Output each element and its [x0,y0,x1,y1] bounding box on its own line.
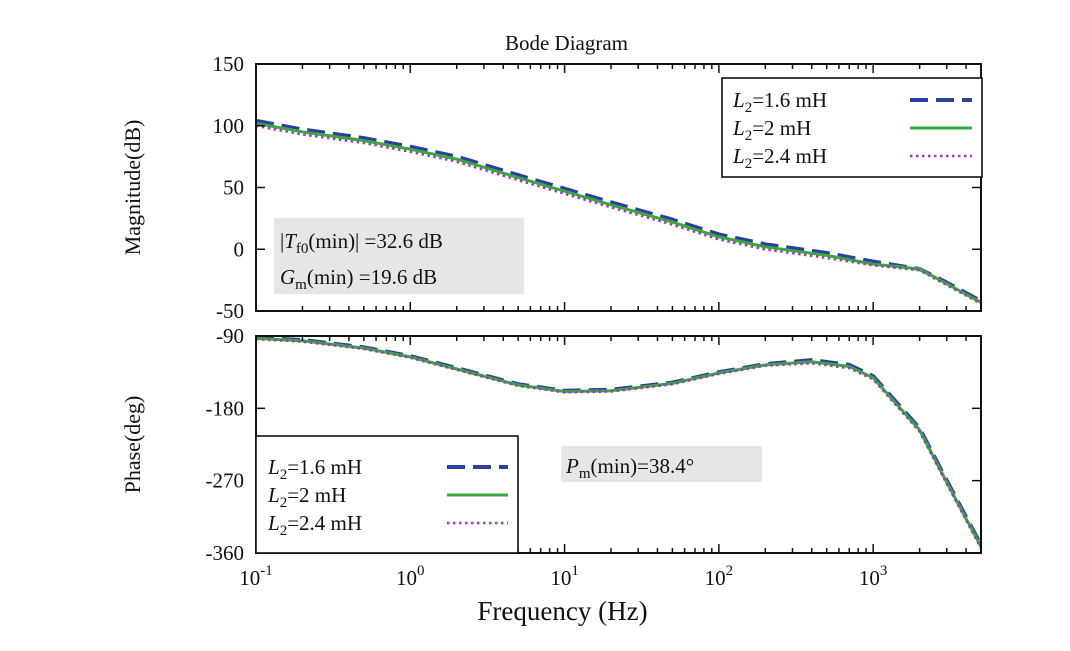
x-tick-base: 10 [396,566,417,590]
math-variable: L [267,483,280,507]
math-rest: =1.6 mH [752,88,827,112]
annotation-box [561,446,762,482]
gain-margin-annotation: |Tf0(min)| =32.6 dB Gm(min) =19.6 dB [274,218,524,294]
math-rest: =2.4 mH [287,511,362,535]
phase-legend-label-2: L2=2 mH [267,483,346,511]
math-rest: (min)| =32.6 dB [308,229,442,253]
math-subscript: 2 [280,523,288,539]
x-tick-exponent: 3 [880,563,888,579]
x-axis-title: Frequency (Hz) [477,596,647,626]
annotation-line-1: Pm(min)=38.4° [565,454,694,482]
math-variable: L [732,88,745,112]
mag-y-tick-label: 0 [234,237,245,261]
mag-legend-label-2: L2=2 mH [732,116,811,144]
math-variable: G [280,265,295,289]
annotation-line-1: |Tf0(min)| =32.6 dB [280,229,443,257]
mag-series-line-2 [255,121,982,304]
math-rest: (min) =19.6 dB [307,265,437,289]
mag-legend-label-3: L2=2.4 mH [732,144,827,172]
mag-y-tick-label: 100 [213,114,245,138]
phase-y-tick-label: -180 [206,396,245,420]
phase-legend-label-3: L2=2.4 mH [267,511,362,539]
x-tick-label: 100 [396,563,425,590]
phase-y-axis-title: Phase(deg) [120,396,145,494]
math-rest: (min)=38.4° [591,454,695,478]
math-subscript: f0 [296,241,309,257]
x-tick-base: 10 [859,566,880,590]
x-tick-label: 102 [705,563,734,590]
x-tick-exponent: 1 [571,563,579,579]
math-subscript: m [579,466,591,482]
annotation-prefix: | [280,229,284,253]
math-subscript: 2 [745,156,753,172]
chart-title: Bode Diagram [505,31,628,55]
x-tick-exponent: -1 [260,563,273,579]
mag-y-tick-label: 50 [223,176,244,200]
phase-margin-annotation: Pm(min)=38.4° [561,446,762,482]
phase-y-tick-label: -270 [206,469,245,493]
math-variable: L [732,116,745,140]
annotation-box [274,218,524,294]
math-variable: L [732,144,745,168]
mag-y-axis-title: Magnitude(dB) [120,120,145,256]
mag-series-line-3 [255,124,982,305]
x-tick-base: 10 [239,566,260,590]
math-variable: T [284,229,297,253]
x-tick-exponent: 2 [726,563,734,579]
x-tick-label: 101 [550,563,579,590]
x-tick-base: 10 [550,566,571,590]
math-rest: =1.6 mH [287,455,362,479]
annotation-line-2: Gm(min) =19.6 dB [280,265,437,293]
phase-y-tick-label: -90 [216,324,244,348]
mag-legend-label-1: L2=1.6 mH [732,88,827,116]
phase-y-tick-label: -360 [206,541,245,565]
mag-y-tick-label: 150 [213,52,245,76]
math-subscript: 2 [280,495,288,511]
math-subscript: 2 [280,467,288,483]
math-rest: =2 mH [287,483,346,507]
phase-series-line-3 [255,337,983,549]
x-tick-exponent: 0 [417,563,425,579]
math-variable: L [267,455,280,479]
x-tick-base: 10 [705,566,726,590]
mag-y-tick-label: -50 [216,299,244,323]
phase-legend-label-1: L2=1.6 mH [267,455,362,483]
math-subscript: 2 [745,128,753,144]
math-rest: =2.4 mH [752,144,827,168]
math-subscript: m [295,277,307,293]
magnitude-panel: Bode Diagram-50050100150Magnitude(dB)L2=… [120,31,983,323]
x-tick-label: 103 [859,563,888,590]
math-subscript: 2 [745,100,753,116]
math-variable: P [565,454,579,478]
math-variable: L [267,511,280,535]
math-rest: =2 mH [752,116,811,140]
x-tick-label: 10-1 [239,563,273,590]
